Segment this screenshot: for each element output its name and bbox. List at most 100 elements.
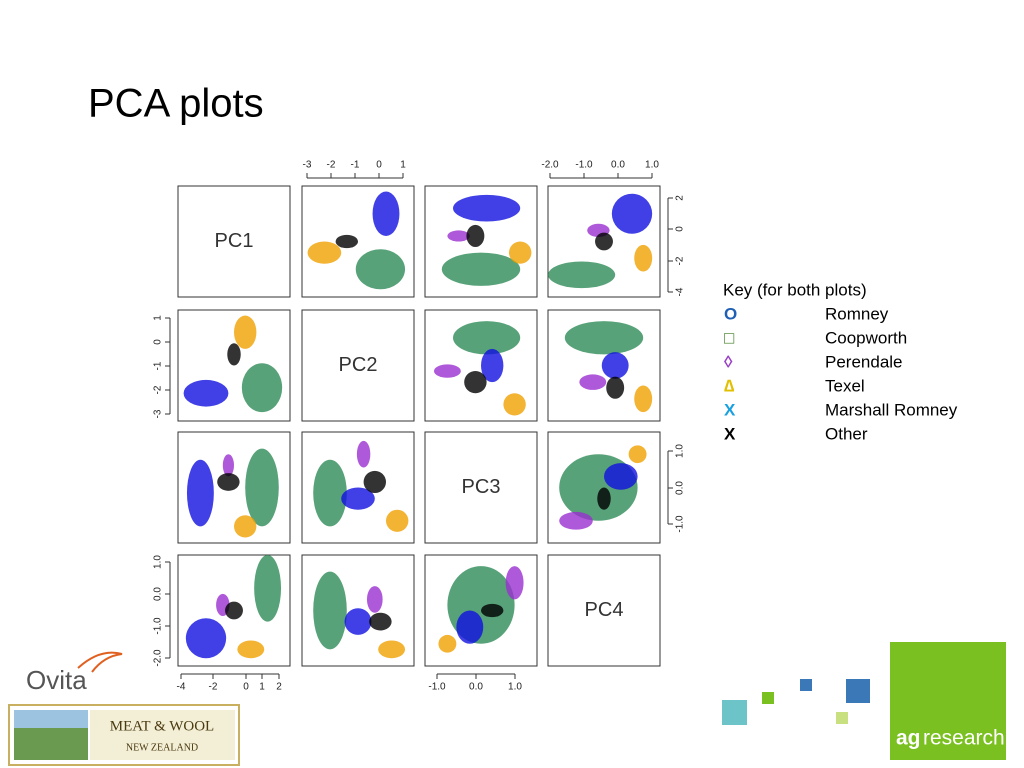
- cluster: [447, 230, 470, 242]
- cluster: [503, 393, 526, 416]
- cluster: [453, 194, 521, 222]
- cluster: [438, 634, 457, 653]
- ag-text: ag: [896, 727, 921, 750]
- cluster: [509, 241, 532, 264]
- tick-label: -1: [351, 160, 360, 171]
- tick-label: 2: [276, 682, 282, 693]
- cluster: [548, 261, 616, 289]
- cluster: [307, 241, 342, 264]
- tick-label: 1: [400, 160, 406, 171]
- cluster: [183, 379, 229, 407]
- axis: 1 0 -1 -2 -3: [153, 315, 171, 418]
- key-label: Other: [825, 424, 868, 443]
- cluster: [344, 608, 372, 635]
- cluster: [222, 454, 234, 477]
- square: [800, 679, 812, 691]
- tick-label: 1.0: [675, 444, 686, 458]
- cluster: [254, 555, 282, 622]
- tick-label: -1.0: [575, 160, 593, 171]
- tick-label: 2: [675, 195, 686, 201]
- cluster: [366, 586, 383, 613]
- tick-label: 0.0: [153, 587, 164, 601]
- agresearch-logo: [890, 642, 1006, 760]
- cluster: [464, 371, 487, 394]
- cluster: [234, 515, 257, 538]
- square: [722, 700, 747, 725]
- tick-label: -2: [675, 256, 686, 265]
- cluster: [564, 321, 644, 355]
- cluster: [341, 487, 375, 510]
- cluster: [355, 249, 406, 290]
- panel-label: PC1: [215, 230, 254, 252]
- cluster: [466, 224, 485, 248]
- tick-label: 1.0: [153, 555, 164, 569]
- cluster: [597, 487, 611, 510]
- cluster: [234, 315, 257, 349]
- cluster: [559, 511, 593, 530]
- panel-label: PC3: [462, 476, 501, 498]
- cluster: [441, 252, 521, 286]
- key: Key (for both plots) O Romney □ Coopworth ◊ P…: [723, 280, 958, 443]
- tick-label: -2: [153, 385, 164, 394]
- key-symbol: X: [724, 424, 736, 443]
- tick-label: 1.0: [508, 682, 522, 693]
- cluster: [453, 321, 521, 355]
- tick-label: -3: [303, 160, 312, 171]
- key-label: Texel: [825, 376, 865, 395]
- panel-label: PC2: [339, 354, 378, 376]
- ovita-swoosh: [77, 651, 123, 673]
- tick-label: -1: [153, 361, 164, 370]
- key-heading: Key (for both plots): [723, 280, 867, 299]
- cluster: [363, 470, 386, 494]
- panel-label: PC4: [585, 599, 624, 621]
- meat-wool-panel: [90, 710, 235, 760]
- cluster: [606, 376, 625, 399]
- cluster: [369, 612, 392, 631]
- tick-label: 1: [259, 682, 265, 693]
- square: [846, 679, 870, 703]
- cluster: [604, 463, 638, 490]
- cluster: [186, 459, 214, 527]
- key-label: Romney: [825, 304, 889, 323]
- axis: -2.0 -1.0 0.0 1.0: [541, 160, 659, 179]
- key-symbol: X: [724, 400, 736, 419]
- cluster: [456, 610, 484, 644]
- tick-label: -2.0: [153, 649, 164, 667]
- tick-label: 1: [153, 315, 164, 321]
- cluster: [313, 459, 347, 527]
- tick-label: -4: [675, 287, 686, 296]
- cluster: [601, 352, 629, 379]
- key-symbol: ∆: [724, 376, 735, 395]
- cluster: [579, 374, 607, 390]
- tick-label: -4: [177, 682, 186, 693]
- square: [836, 712, 848, 724]
- panel: [301, 309, 415, 422]
- cluster: [227, 343, 241, 366]
- tick-label: -1.0: [428, 682, 446, 693]
- cluster: [595, 232, 613, 251]
- key-symbol: ◊: [724, 352, 733, 371]
- axis: -1.0 0.0 1.0: [428, 673, 522, 693]
- nz-text: NEW ZEALAND: [126, 742, 198, 753]
- research-text: research: [923, 727, 1005, 750]
- cluster: [225, 601, 243, 620]
- square: [762, 692, 774, 704]
- meat-wool-sky: [14, 710, 88, 728]
- cluster: [611, 193, 653, 234]
- axis: 1.0 0.0 -1.0: [667, 444, 686, 533]
- panel: [547, 554, 661, 667]
- cluster: [245, 448, 279, 527]
- key-label: Coopworth: [825, 328, 907, 347]
- key-symbol: □: [724, 328, 734, 347]
- cluster: [628, 445, 647, 464]
- tick-label: 0: [153, 339, 164, 345]
- tick-label: 0.0: [611, 160, 625, 171]
- tick-label: 1.0: [645, 160, 659, 171]
- tick-label: 0.0: [675, 481, 686, 495]
- ovita-logo: Ovita: [26, 665, 87, 695]
- key-label: Perendale: [825, 352, 903, 371]
- cluster: [372, 191, 400, 236]
